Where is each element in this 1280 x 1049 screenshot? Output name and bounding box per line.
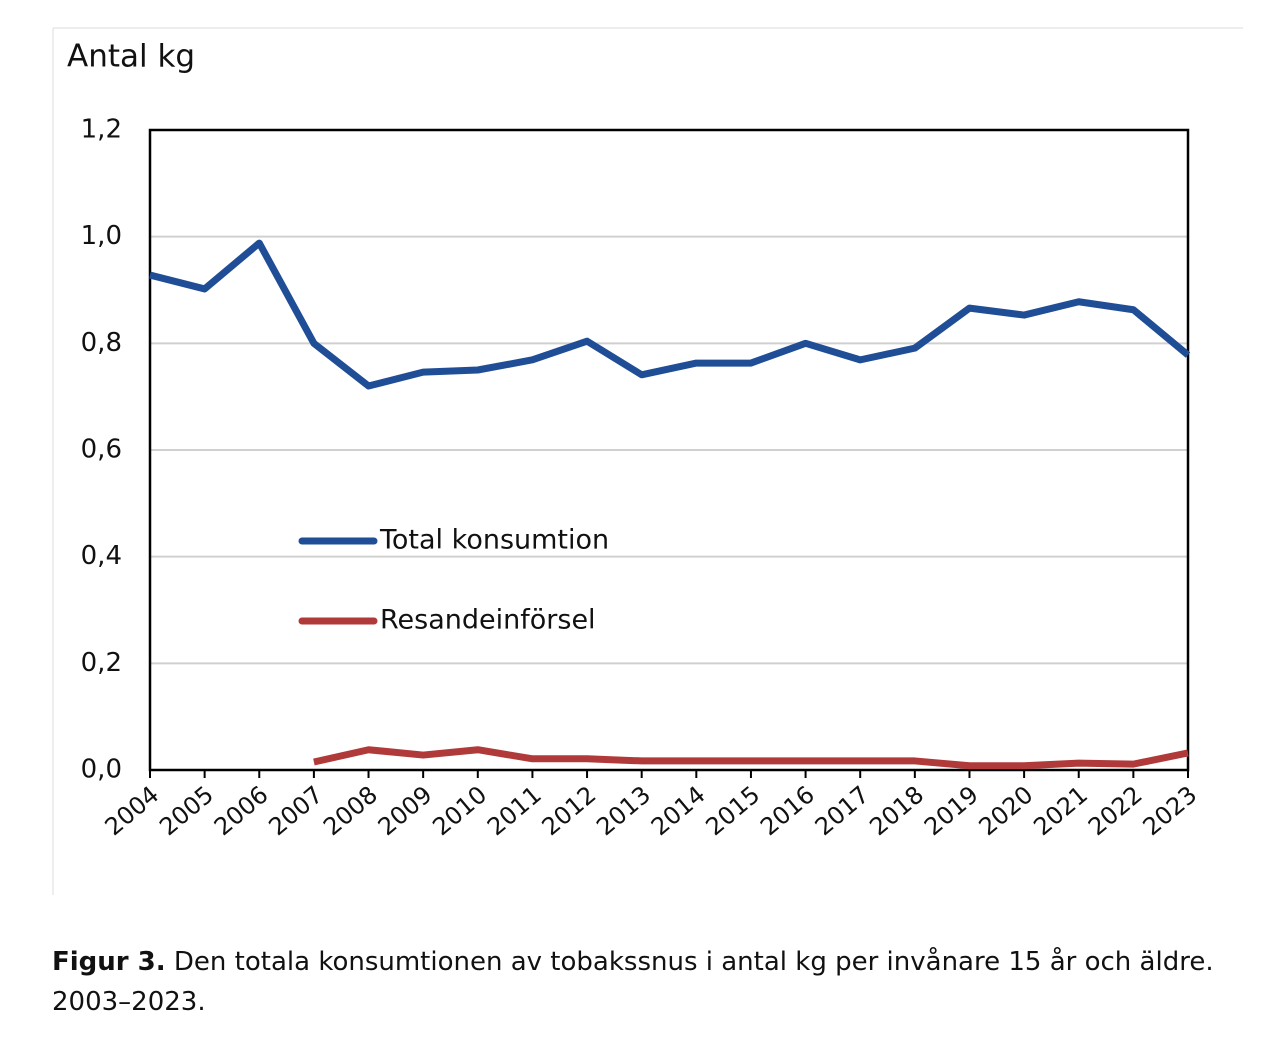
y-tick-label: 1,0: [81, 221, 122, 251]
chart: Antal kg 0,00,20,40,60,81,01,22004200520…: [52, 27, 1243, 895]
x-tick-label: 2012: [537, 781, 602, 842]
y-tick-label: 0,6: [81, 435, 122, 465]
y-tick-label: 0,8: [81, 328, 122, 358]
caption-text: Den totala konsumtionen av tobakssnus i …: [52, 947, 1214, 1017]
y-tick-label: 1,2: [81, 115, 122, 145]
series-line: [149, 239, 1191, 390]
x-tick-label: 2018: [864, 781, 929, 842]
x-tick-label: 2008: [318, 781, 383, 842]
y-tick-label: 0,4: [81, 541, 122, 571]
x-tick-label: 2017: [810, 781, 875, 842]
x-tick-label: 2010: [427, 781, 492, 842]
x-tick-label: 2021: [1028, 781, 1093, 842]
x-tick-label: 2005: [154, 781, 219, 842]
x-tick-label: 2009: [373, 781, 438, 842]
legend-label: Resandeinförsel: [380, 605, 596, 636]
x-tick-label: 2020: [974, 781, 1039, 842]
x-tick-label: 2006: [209, 781, 274, 842]
x-tick-label: 2007: [263, 781, 328, 842]
y-tick-label: 0,2: [81, 648, 122, 678]
x-tick-label: 2015: [701, 781, 766, 842]
x-tick-label: 2016: [755, 781, 820, 842]
x-tick-label: 2019: [919, 781, 984, 842]
x-tick-label: 2022: [1083, 781, 1148, 842]
x-tick-label: 2011: [482, 781, 547, 842]
x-tick-label: 2014: [646, 781, 711, 842]
y-axis-title: Antal kg: [67, 39, 195, 75]
plot-frame: [148, 128, 1190, 772]
x-tick-label: 2023: [1138, 781, 1203, 842]
series-line: [313, 746, 1189, 770]
legend-label: Total konsumtion: [379, 525, 609, 556]
y-tick-label: 0,0: [81, 755, 122, 785]
caption: Figur 3. Den totala konsumtionen av toba…: [52, 942, 1242, 1022]
x-tick-label: 2004: [100, 781, 165, 842]
caption-label: Figur 3.: [52, 947, 166, 977]
x-tick-label: 2013: [591, 781, 656, 842]
